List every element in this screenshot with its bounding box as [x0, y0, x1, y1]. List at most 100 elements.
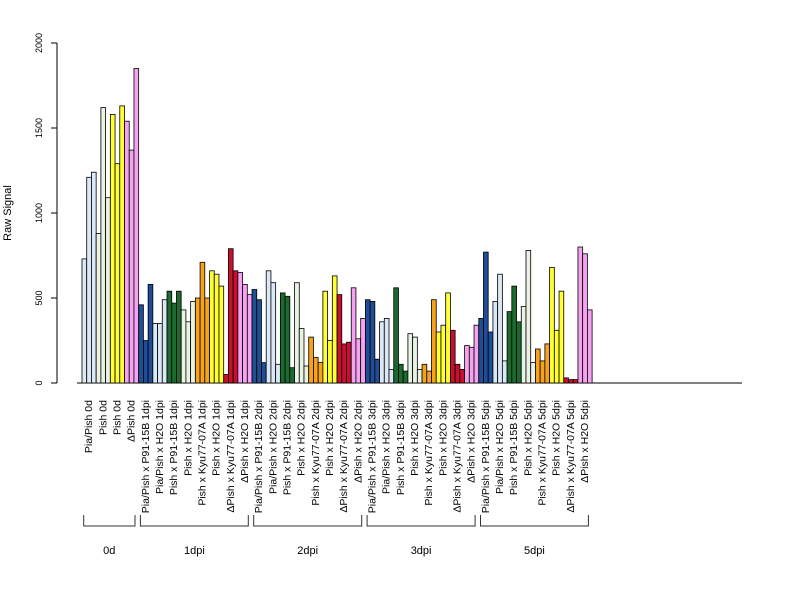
bar: [133, 68, 140, 384]
y-tick-label: 1500: [34, 118, 44, 138]
x-tick-label: Pia/Pish x P91-15B 5dpi: [480, 400, 492, 513]
x-tick-label: Pish x Kyu77-07A 2dpi: [310, 400, 322, 506]
x-tick-label: Pish x H2O 1dpi: [211, 400, 223, 476]
bar: [275, 363, 281, 384]
x-tick-label: Pish x H2O 3dpi: [409, 400, 421, 476]
x-tick-label: ΔPish x H2O 3dpi: [466, 400, 478, 483]
bar: [440, 324, 447, 384]
bar: [468, 346, 475, 384]
x-tick-label: Pish 0d: [97, 400, 109, 435]
y-tick-label: 0: [34, 380, 44, 385]
bar: [473, 324, 480, 384]
bar: [331, 275, 338, 384]
x-tick-label: Pia/Pish 0d: [83, 400, 95, 453]
bar: [185, 321, 192, 384]
bar: [374, 358, 380, 384]
bar: [572, 379, 579, 384]
bar: [157, 323, 163, 384]
bar: [511, 285, 517, 384]
bar: [124, 120, 130, 384]
bar: [350, 287, 357, 384]
x-tick-label: Pish x P91-15B 3dpi: [395, 400, 407, 495]
bar: [251, 289, 258, 384]
bar: [270, 282, 277, 384]
bar: [364, 299, 371, 384]
bar: [147, 283, 154, 384]
bar: [478, 317, 484, 384]
bar: [402, 370, 409, 384]
x-tick-label: Pia/Pish x P91-15B 2dpi: [253, 400, 265, 513]
bar: [242, 283, 248, 384]
bar: [284, 295, 291, 384]
bar: [232, 270, 239, 384]
x-tick-label: Pish x P91-15B 2dpi: [281, 400, 293, 495]
bar: [379, 321, 385, 384]
bar: [426, 370, 432, 384]
bar: [393, 287, 399, 384]
y-axis: 0 500 1000 1500 2000: [34, 33, 58, 386]
bar: [256, 299, 262, 384]
bar: [199, 261, 206, 384]
bar: [407, 333, 414, 384]
bar: [194, 297, 201, 384]
bar: [223, 374, 229, 384]
bar: [289, 367, 295, 384]
group-label: 0d: [103, 545, 115, 557]
bar: [487, 331, 494, 384]
group-label: 5dpi: [524, 545, 545, 557]
bar: [308, 336, 314, 384]
bar: [294, 282, 300, 384]
bar: [279, 292, 286, 384]
bar: [204, 297, 210, 384]
bar: [544, 343, 551, 384]
bar: [506, 311, 513, 384]
bar: [161, 299, 168, 384]
bar: [553, 329, 560, 384]
bar: [100, 107, 107, 384]
x-tick-label: Pish 0d: [111, 400, 123, 435]
x-tick-label: ΔPish 0d: [126, 400, 138, 442]
bars: [81, 68, 593, 384]
bar: [152, 323, 158, 384]
bar: [577, 246, 584, 384]
bar: [336, 294, 343, 384]
x-tick-label: Pish x P91-15B 1dpi: [168, 400, 180, 495]
bar: [568, 379, 574, 384]
x-tick-label: Pish x H2O 2dpi: [296, 400, 308, 476]
bar: [209, 270, 215, 384]
bar: [176, 290, 182, 384]
bar: [497, 273, 503, 384]
bar: [445, 292, 451, 384]
bar: [416, 368, 423, 384]
bar: [549, 266, 555, 384]
y-tick-label: 500: [34, 290, 44, 305]
bar: [535, 348, 541, 384]
bar: [213, 273, 220, 384]
bar: [317, 362, 324, 384]
bar: [142, 340, 149, 384]
bar: [190, 300, 196, 384]
bar: [327, 340, 333, 384]
bar: [246, 294, 253, 384]
bar: [459, 368, 465, 384]
group-bracket: [480, 515, 589, 527]
bar: [261, 362, 267, 384]
x-tick-label: Pia/Pish x P91-15B 3dpi: [366, 400, 378, 513]
x-tick-label: Pish x H2O 5dpi: [551, 400, 563, 476]
bar: [563, 377, 569, 384]
bar: [525, 249, 532, 384]
bar: [435, 331, 442, 384]
group-bracket: [139, 515, 249, 527]
x-tick-label: Pish x Kyu77-07A 5dpi: [537, 400, 549, 506]
bar: [369, 300, 376, 384]
bar: [138, 304, 144, 384]
x-tick-label: Pish x P91-15B 5dpi: [508, 400, 520, 495]
bar: [450, 329, 456, 384]
x-tick-label: Pia/Pish x H2O 5dpi: [494, 400, 506, 494]
x-tick-labels: Pia/Pish 0d Pish 0d Pish 0d ΔPish 0d Pia/Pis…: [83, 400, 591, 513]
bar: [398, 363, 404, 384]
bar: [303, 365, 310, 384]
bar: [313, 357, 319, 384]
bar: [114, 163, 121, 384]
